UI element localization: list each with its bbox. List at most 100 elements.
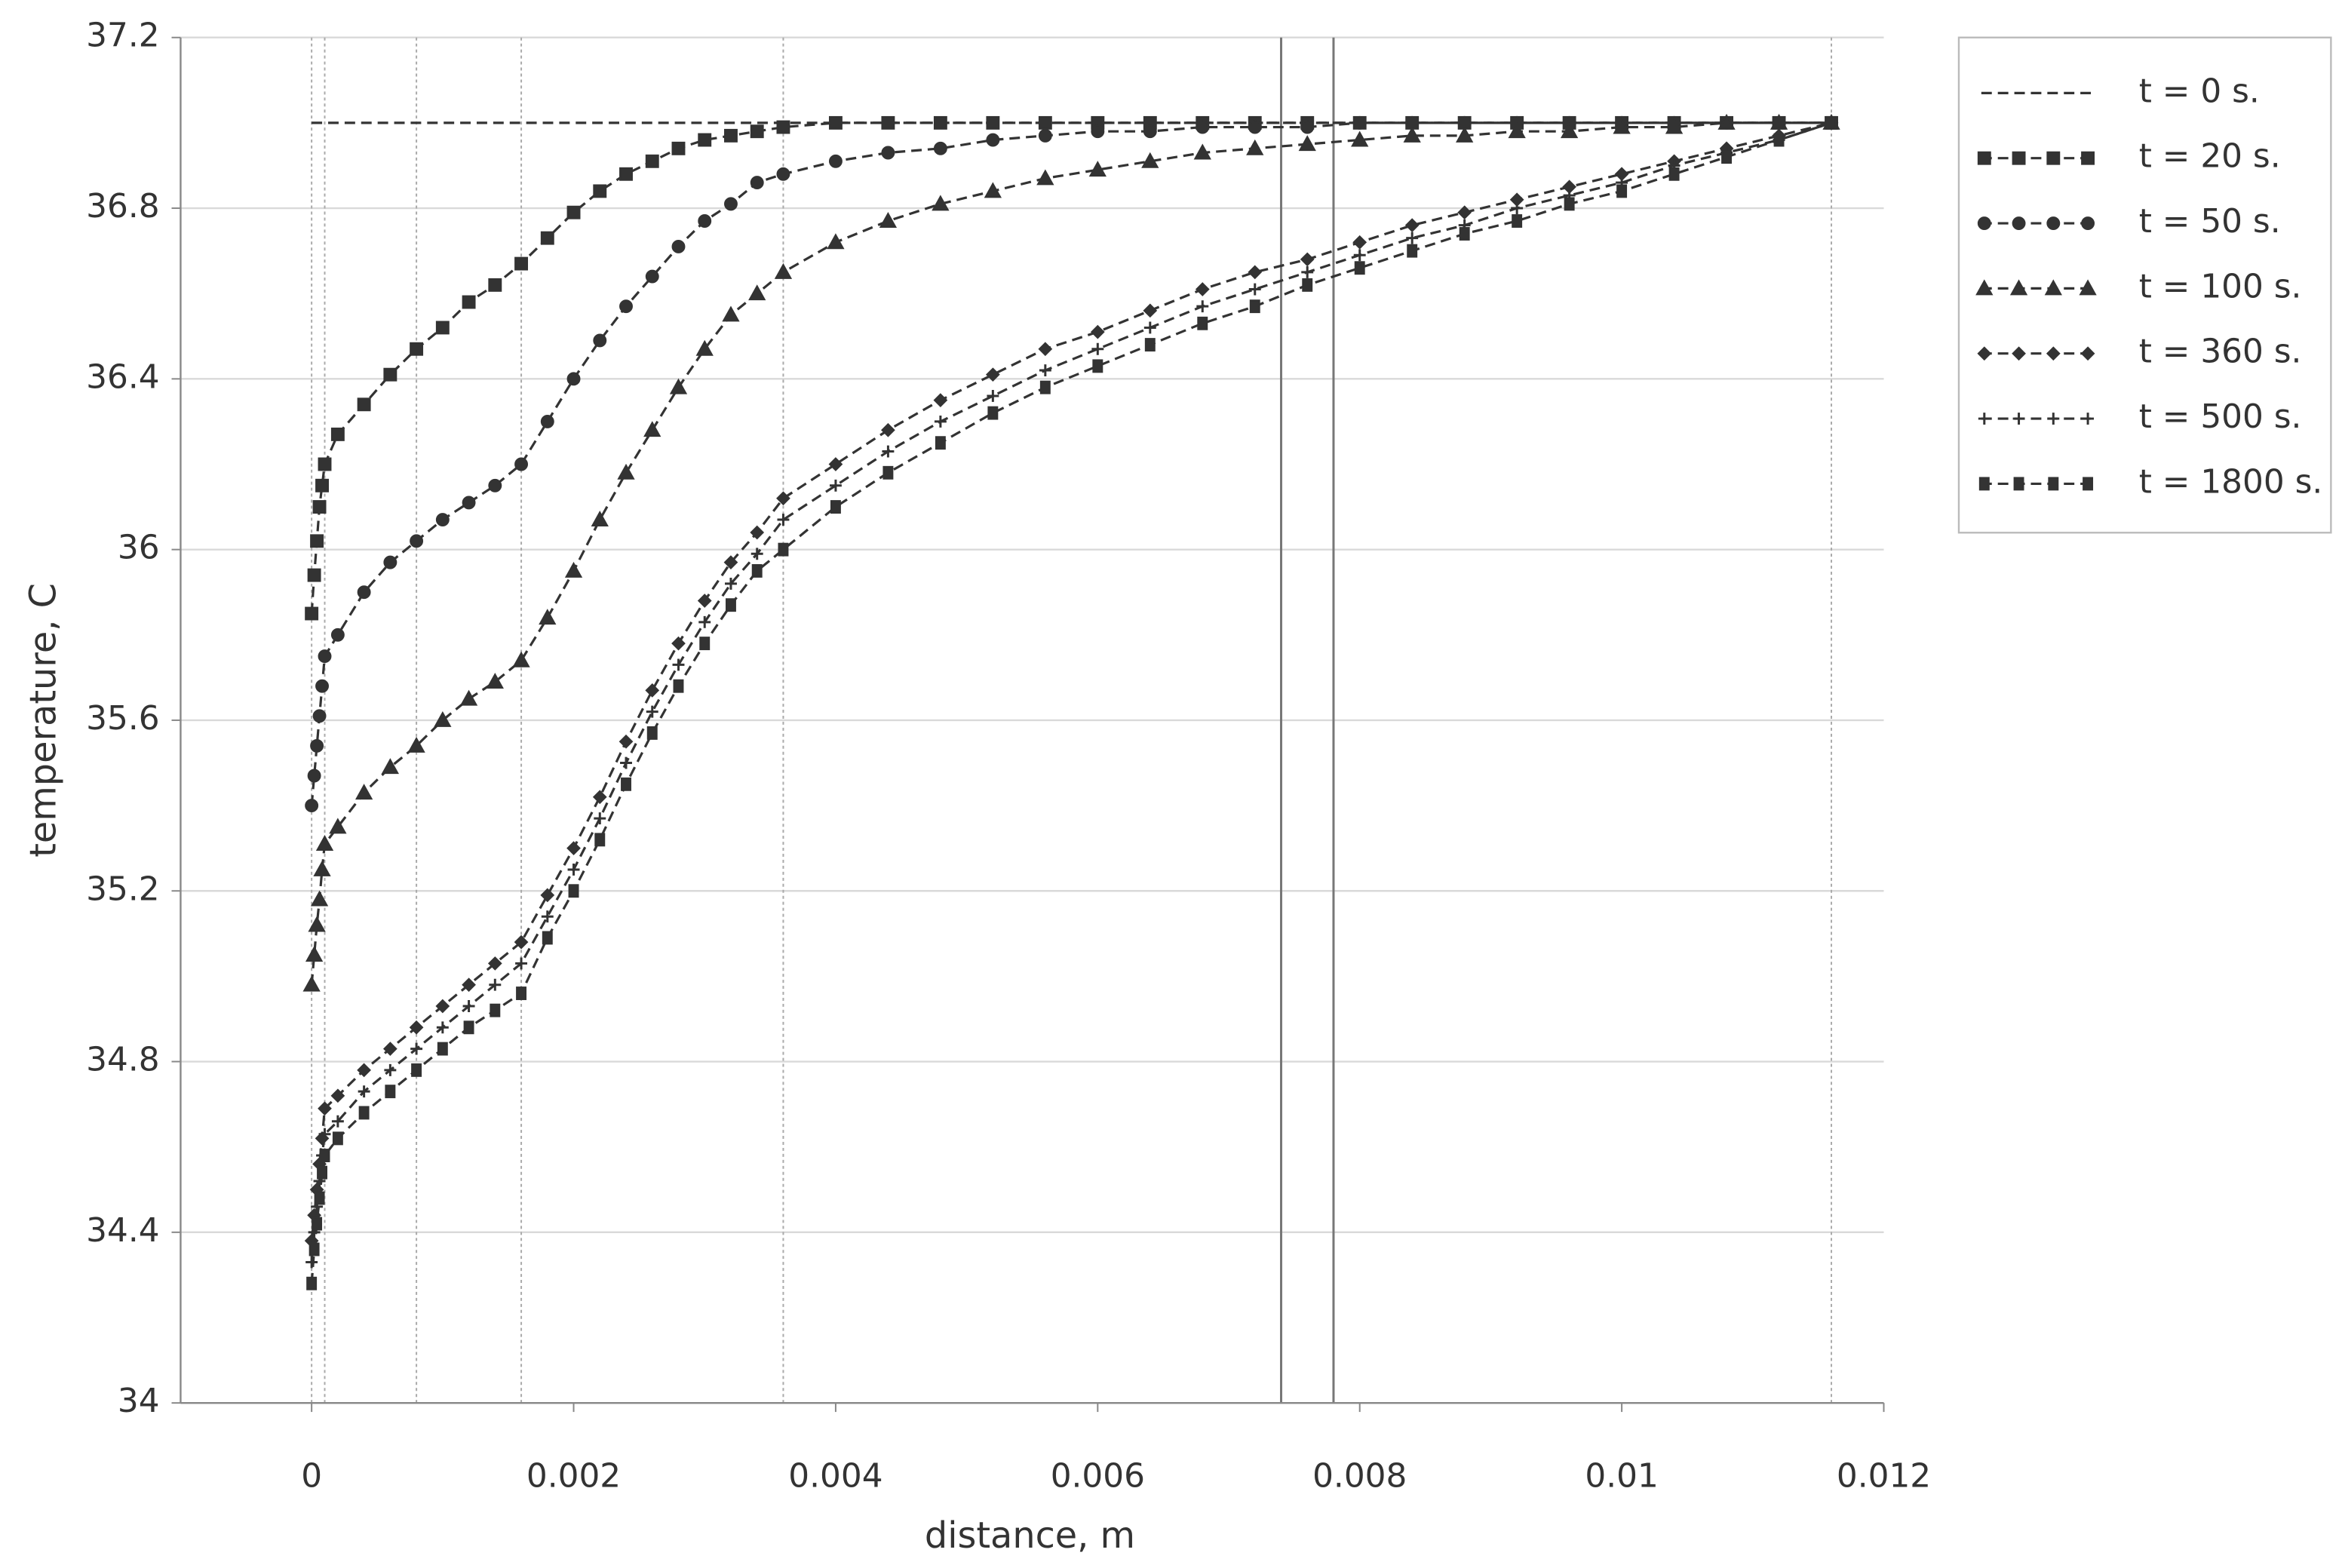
data-point xyxy=(933,393,948,407)
data-point xyxy=(318,457,332,471)
data-point xyxy=(314,1191,325,1205)
data-point xyxy=(435,513,450,526)
data-point xyxy=(591,511,609,526)
x-tick-label: 0 xyxy=(301,1457,322,1496)
data-point xyxy=(1616,184,1628,198)
data-point xyxy=(1404,218,1420,233)
data-point xyxy=(1300,120,1315,134)
series-line xyxy=(310,121,1832,1284)
data-point xyxy=(355,784,373,800)
data-point xyxy=(514,256,529,271)
y-tick-label: 37.2 xyxy=(86,17,159,55)
data-point xyxy=(671,240,686,253)
legend-symbol xyxy=(1975,279,1994,296)
data-point xyxy=(592,790,607,805)
data-point xyxy=(306,1276,318,1290)
data-point xyxy=(514,934,529,950)
data-point xyxy=(1352,115,1367,130)
data-point xyxy=(462,977,476,993)
data-point xyxy=(305,606,319,621)
data-point xyxy=(1721,150,1733,164)
data-point xyxy=(830,500,841,514)
data-point xyxy=(881,115,895,130)
data-point xyxy=(315,478,329,492)
data-point xyxy=(435,999,450,1014)
data-point xyxy=(722,305,740,322)
data-point xyxy=(1300,252,1315,267)
data-point xyxy=(829,479,842,492)
data-point xyxy=(305,946,324,962)
data-point xyxy=(566,372,581,386)
y-tick-label: 35.2 xyxy=(86,870,159,908)
x-tick-label: 0.008 xyxy=(1312,1457,1407,1496)
data-point xyxy=(934,415,947,428)
data-point xyxy=(986,133,1000,147)
y-tick-label: 36.8 xyxy=(86,187,159,226)
y-axis-title: temperature, C xyxy=(23,583,64,858)
data-point xyxy=(331,1115,344,1128)
data-point xyxy=(462,1000,475,1012)
data-point xyxy=(330,628,345,642)
legend-label: t = 20 s. xyxy=(2139,137,2281,176)
legend-symbol xyxy=(2080,346,2095,361)
data-point xyxy=(933,115,947,130)
data-point xyxy=(1403,126,1421,143)
legend-symbol xyxy=(2048,477,2059,491)
data-point xyxy=(540,888,555,903)
data-point xyxy=(748,284,766,301)
data-point xyxy=(463,1020,474,1035)
data-point xyxy=(319,1149,330,1162)
data-point xyxy=(357,1063,371,1078)
legend-symbol xyxy=(2009,279,2028,296)
data-point xyxy=(750,525,765,540)
data-point xyxy=(751,563,763,578)
data-point xyxy=(490,1003,501,1017)
data-point xyxy=(669,378,688,394)
data-point xyxy=(673,679,684,693)
data-point xyxy=(986,367,1000,382)
data-point xyxy=(1039,380,1051,394)
data-point xyxy=(777,514,790,526)
data-point xyxy=(618,734,634,749)
data-point xyxy=(383,367,397,382)
data-point xyxy=(383,555,397,569)
data-point xyxy=(330,427,345,441)
data-point xyxy=(1092,359,1103,373)
x-tick-label: 0.002 xyxy=(526,1457,621,1496)
data-point xyxy=(437,1042,448,1056)
data-point xyxy=(933,141,947,155)
data-point xyxy=(619,299,633,314)
data-point xyxy=(315,835,334,851)
data-point xyxy=(308,916,326,932)
data-point xyxy=(828,115,843,130)
data-point xyxy=(1038,115,1052,130)
data-point xyxy=(358,1085,370,1098)
data-point xyxy=(593,184,607,198)
data-point xyxy=(1141,152,1159,168)
data-point xyxy=(621,777,631,791)
data-point xyxy=(1512,214,1523,228)
data-point xyxy=(617,463,635,480)
legend-symbol xyxy=(2081,151,2095,165)
data-point xyxy=(410,1042,423,1055)
data-point xyxy=(307,769,321,783)
data-point xyxy=(1407,244,1418,258)
data-point xyxy=(357,397,371,412)
data-point xyxy=(307,568,321,582)
legend-symbol xyxy=(2044,279,2062,296)
data-point xyxy=(384,1063,397,1076)
y-tick-label: 36 xyxy=(118,529,160,567)
data-point xyxy=(750,548,763,560)
data-point xyxy=(778,542,789,557)
data-point xyxy=(1302,278,1313,292)
data-point xyxy=(987,406,999,420)
data-point xyxy=(1248,120,1262,134)
data-point xyxy=(435,321,450,335)
legend-label: t = 50 s. xyxy=(2139,202,2281,241)
data-point xyxy=(1351,130,1369,147)
data-point xyxy=(698,214,712,228)
data-point xyxy=(516,987,527,1000)
data-point xyxy=(1298,135,1316,152)
data-point xyxy=(329,818,347,834)
